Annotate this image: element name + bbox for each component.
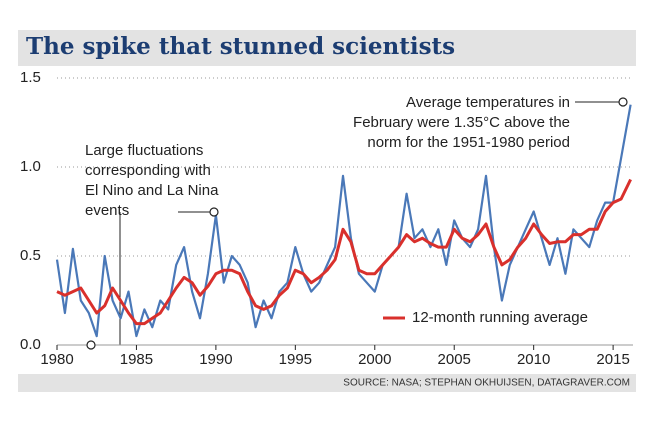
- annotation-line: Large fluctuations: [85, 142, 203, 159]
- x-tick-label: 1990: [199, 351, 232, 368]
- annotation-line: norm for the 1951-1980 period: [367, 134, 570, 151]
- x-tick-label: 1985: [120, 351, 153, 368]
- title-bar: [18, 30, 636, 66]
- annotation-line: Average temperatures in: [406, 94, 570, 111]
- annotation-marker: [618, 97, 628, 107]
- x-tick-label: 1980: [40, 351, 73, 368]
- series-line: [56, 178, 632, 326]
- x-tick-label: 2010: [517, 351, 550, 368]
- source: SOURCE: NASA; STEPHAN OKHUIJSEN, DATAGRA…: [343, 378, 630, 389]
- annotation-line: El Nino and La Nina: [85, 182, 219, 199]
- annotation-line: February were 1.35°C above the: [353, 114, 570, 131]
- x-tick-label: 2005: [438, 351, 471, 368]
- annotation: Large fluctuations corresponding with El N…: [85, 142, 219, 219]
- legend-label: 12-month running average: [412, 309, 588, 326]
- x-tick-label: 2000: [358, 351, 391, 368]
- series-line: [55, 104, 632, 338]
- source-bar: [18, 374, 636, 392]
- y-tick-label: 0.0: [20, 336, 41, 353]
- y-tick-label: 0.5: [20, 247, 41, 264]
- annotation-line: events: [85, 202, 129, 219]
- chart-title: The spike that stunned scientists: [26, 33, 455, 60]
- annotation-line: corresponding with: [85, 162, 211, 179]
- y-tick-label: 1.5: [20, 69, 41, 86]
- annotation: Average temperatures in February were 1.3…: [353, 94, 570, 151]
- annotation-marker: [86, 340, 96, 350]
- x-tick-label: 2015: [596, 351, 629, 368]
- y-tick-label: 1.0: [20, 158, 41, 175]
- annotation-marker: [209, 207, 219, 217]
- x-tick-label: 1995: [279, 351, 312, 368]
